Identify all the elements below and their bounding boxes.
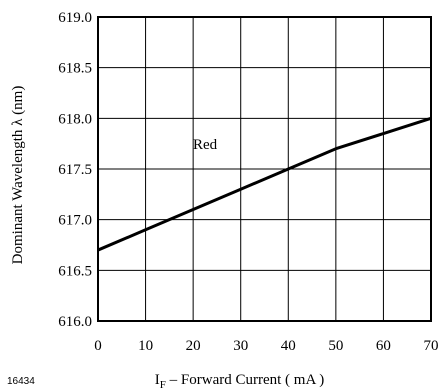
x-axis-title-symbol: I xyxy=(155,372,160,388)
x-tick-label: 10 xyxy=(138,338,153,354)
y-tick-label: 616.5 xyxy=(58,263,92,279)
x-tick-label: 0 xyxy=(94,338,102,354)
figure-id: 16434 xyxy=(7,376,35,387)
series-group xyxy=(97,116,432,252)
series-label-red: Red xyxy=(193,137,218,153)
y-tick-label: 619.0 xyxy=(58,10,92,26)
plot-frame xyxy=(97,16,432,322)
grid-lines xyxy=(98,17,431,321)
y-axis-title: Dominant Wavelength λ (nm) xyxy=(10,86,26,265)
x-tick-label: 20 xyxy=(186,338,201,354)
x-tick-label: 30 xyxy=(233,338,248,354)
y-tick-label: 616.0 xyxy=(58,314,92,330)
x-axis-title-subscript: F xyxy=(160,379,166,391)
x-tick-label: 60 xyxy=(376,338,391,354)
x-tick-label: 50 xyxy=(328,338,343,354)
y-tick-labels: 616.0 616.5 617.0 617.5 618.0 618.5 619.0 xyxy=(58,10,92,330)
x-tick-labels: 0 10 20 30 40 50 60 70 xyxy=(94,338,438,354)
y-tick-label: 617.5 xyxy=(58,162,92,178)
x-tick-label: 40 xyxy=(281,338,296,354)
x-axis-title-text: – Forward Current ( mA ) xyxy=(166,372,324,388)
y-tick-label: 618.5 xyxy=(58,61,92,77)
x-tick-label: 70 xyxy=(424,338,439,354)
y-tick-label: 617.0 xyxy=(58,213,92,229)
x-axis-title: IF – Forward Current ( mA ) xyxy=(155,372,324,391)
y-tick-label: 618.0 xyxy=(58,111,92,127)
series-line-red xyxy=(97,116,432,252)
